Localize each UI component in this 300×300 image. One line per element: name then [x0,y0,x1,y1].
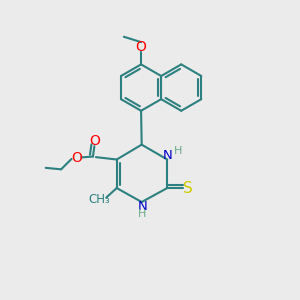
Text: O: O [136,40,146,54]
Text: O: O [71,151,82,165]
Text: N: N [137,200,147,213]
Text: N: N [163,148,173,162]
Text: CH₃: CH₃ [88,194,110,206]
Text: O: O [89,134,100,148]
Text: S: S [183,181,193,196]
Text: H: H [173,146,182,156]
Text: H: H [138,209,146,219]
